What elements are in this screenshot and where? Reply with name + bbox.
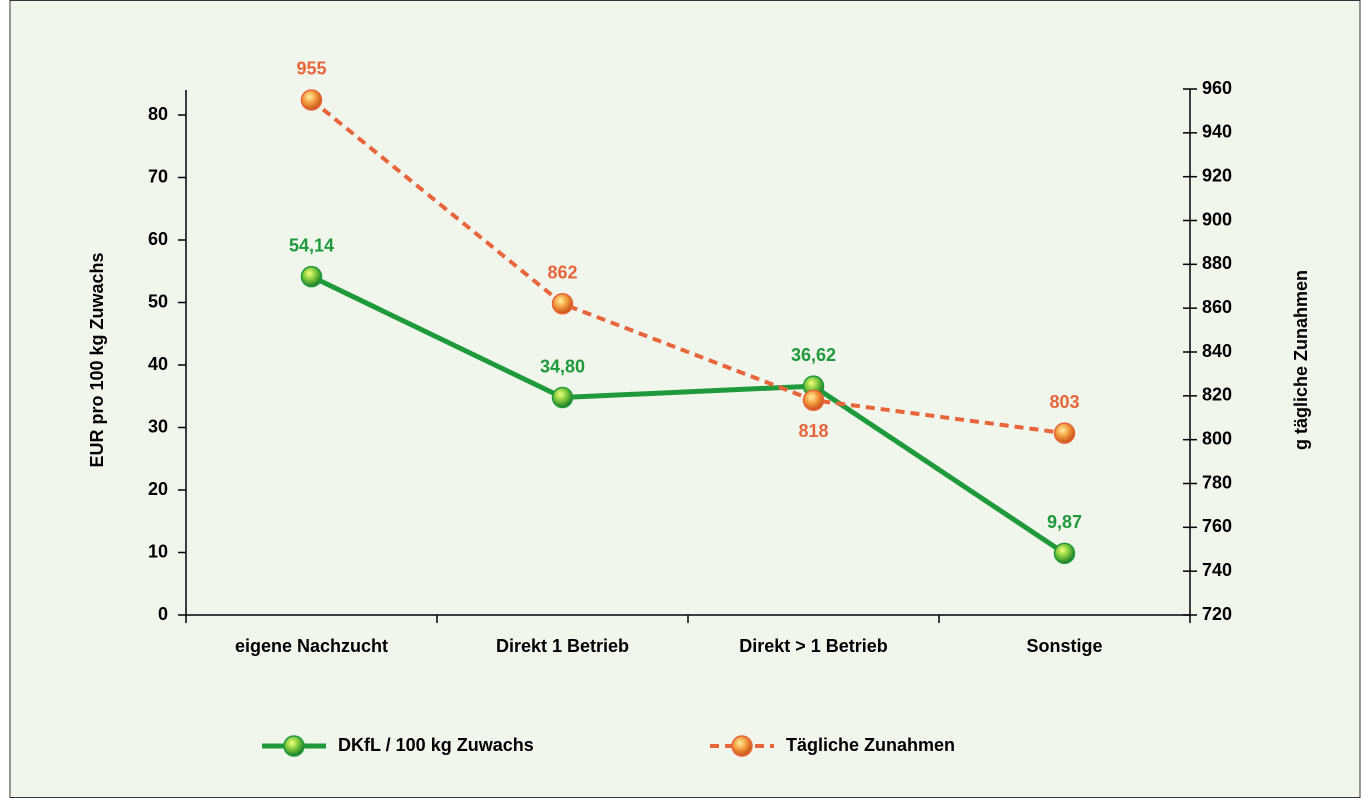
- y2-tick-label: 920: [1202, 165, 1232, 185]
- y2-tick-label: 740: [1202, 560, 1232, 580]
- y-tick-label: 80: [148, 104, 168, 124]
- y-tick-label: 0: [158, 604, 168, 624]
- data-label: 955: [296, 59, 326, 79]
- y-tick-label: 50: [148, 291, 168, 311]
- y2-axis-label: g tägliche Zunahmen: [1291, 270, 1311, 450]
- y2-tick-label: 960: [1202, 78, 1232, 98]
- frame: [9, 0, 1361, 798]
- point: [300, 265, 323, 288]
- y-tick-label: 10: [148, 541, 168, 561]
- point: [802, 389, 825, 411]
- x-tick-label: Sonstige: [1026, 636, 1102, 656]
- point: [300, 89, 323, 111]
- series-line: [310, 274, 1066, 556]
- legend-marker: [731, 735, 753, 757]
- x-tick-label: Direkt > 1 Betrieb: [739, 636, 888, 656]
- data-label: 862: [547, 263, 577, 283]
- y2-tick-label: 940: [1202, 122, 1232, 142]
- y2-tick-label: 720: [1202, 604, 1232, 624]
- y-tick-label: 40: [148, 354, 168, 374]
- series-line: [310, 98, 1065, 436]
- data-label: 9,87: [1047, 512, 1082, 532]
- y-tick-label: 60: [148, 229, 168, 249]
- y2-tick-label: 820: [1202, 385, 1232, 405]
- data-label: 36,62: [791, 345, 836, 365]
- y-tick-label: 70: [148, 166, 168, 186]
- point: [551, 386, 574, 409]
- y2-tick-label: 800: [1202, 428, 1232, 448]
- y2-tick-label: 880: [1202, 253, 1232, 273]
- y-tick-label: 30: [148, 416, 168, 436]
- y2-tick-label: 900: [1202, 209, 1232, 229]
- y-axis-label: EUR pro 100 kg Zuwachs: [87, 252, 107, 467]
- data-label: 54,14: [289, 235, 334, 255]
- y2-tick-label: 860: [1202, 297, 1232, 317]
- legend-marker: [283, 735, 305, 757]
- legend-label: Tägliche Zunahmen: [786, 735, 955, 755]
- y2-tick-label: 760: [1202, 516, 1232, 536]
- point: [1053, 422, 1076, 444]
- data-label: 34,80: [540, 356, 585, 376]
- legend-label: DKfL / 100 kg Zuwachs: [338, 735, 534, 755]
- data-label: 803: [1049, 392, 1079, 412]
- point: [1053, 542, 1076, 565]
- point: [551, 293, 574, 315]
- y2-tick-label: 780: [1202, 472, 1232, 492]
- y2-tick-label: 840: [1202, 341, 1232, 361]
- x-tick-label: Direkt 1 Betrieb: [496, 636, 629, 656]
- data-label: 818: [798, 421, 828, 441]
- x-tick-label: eigene Nachzucht: [235, 636, 388, 656]
- y-tick-label: 20: [148, 479, 168, 499]
